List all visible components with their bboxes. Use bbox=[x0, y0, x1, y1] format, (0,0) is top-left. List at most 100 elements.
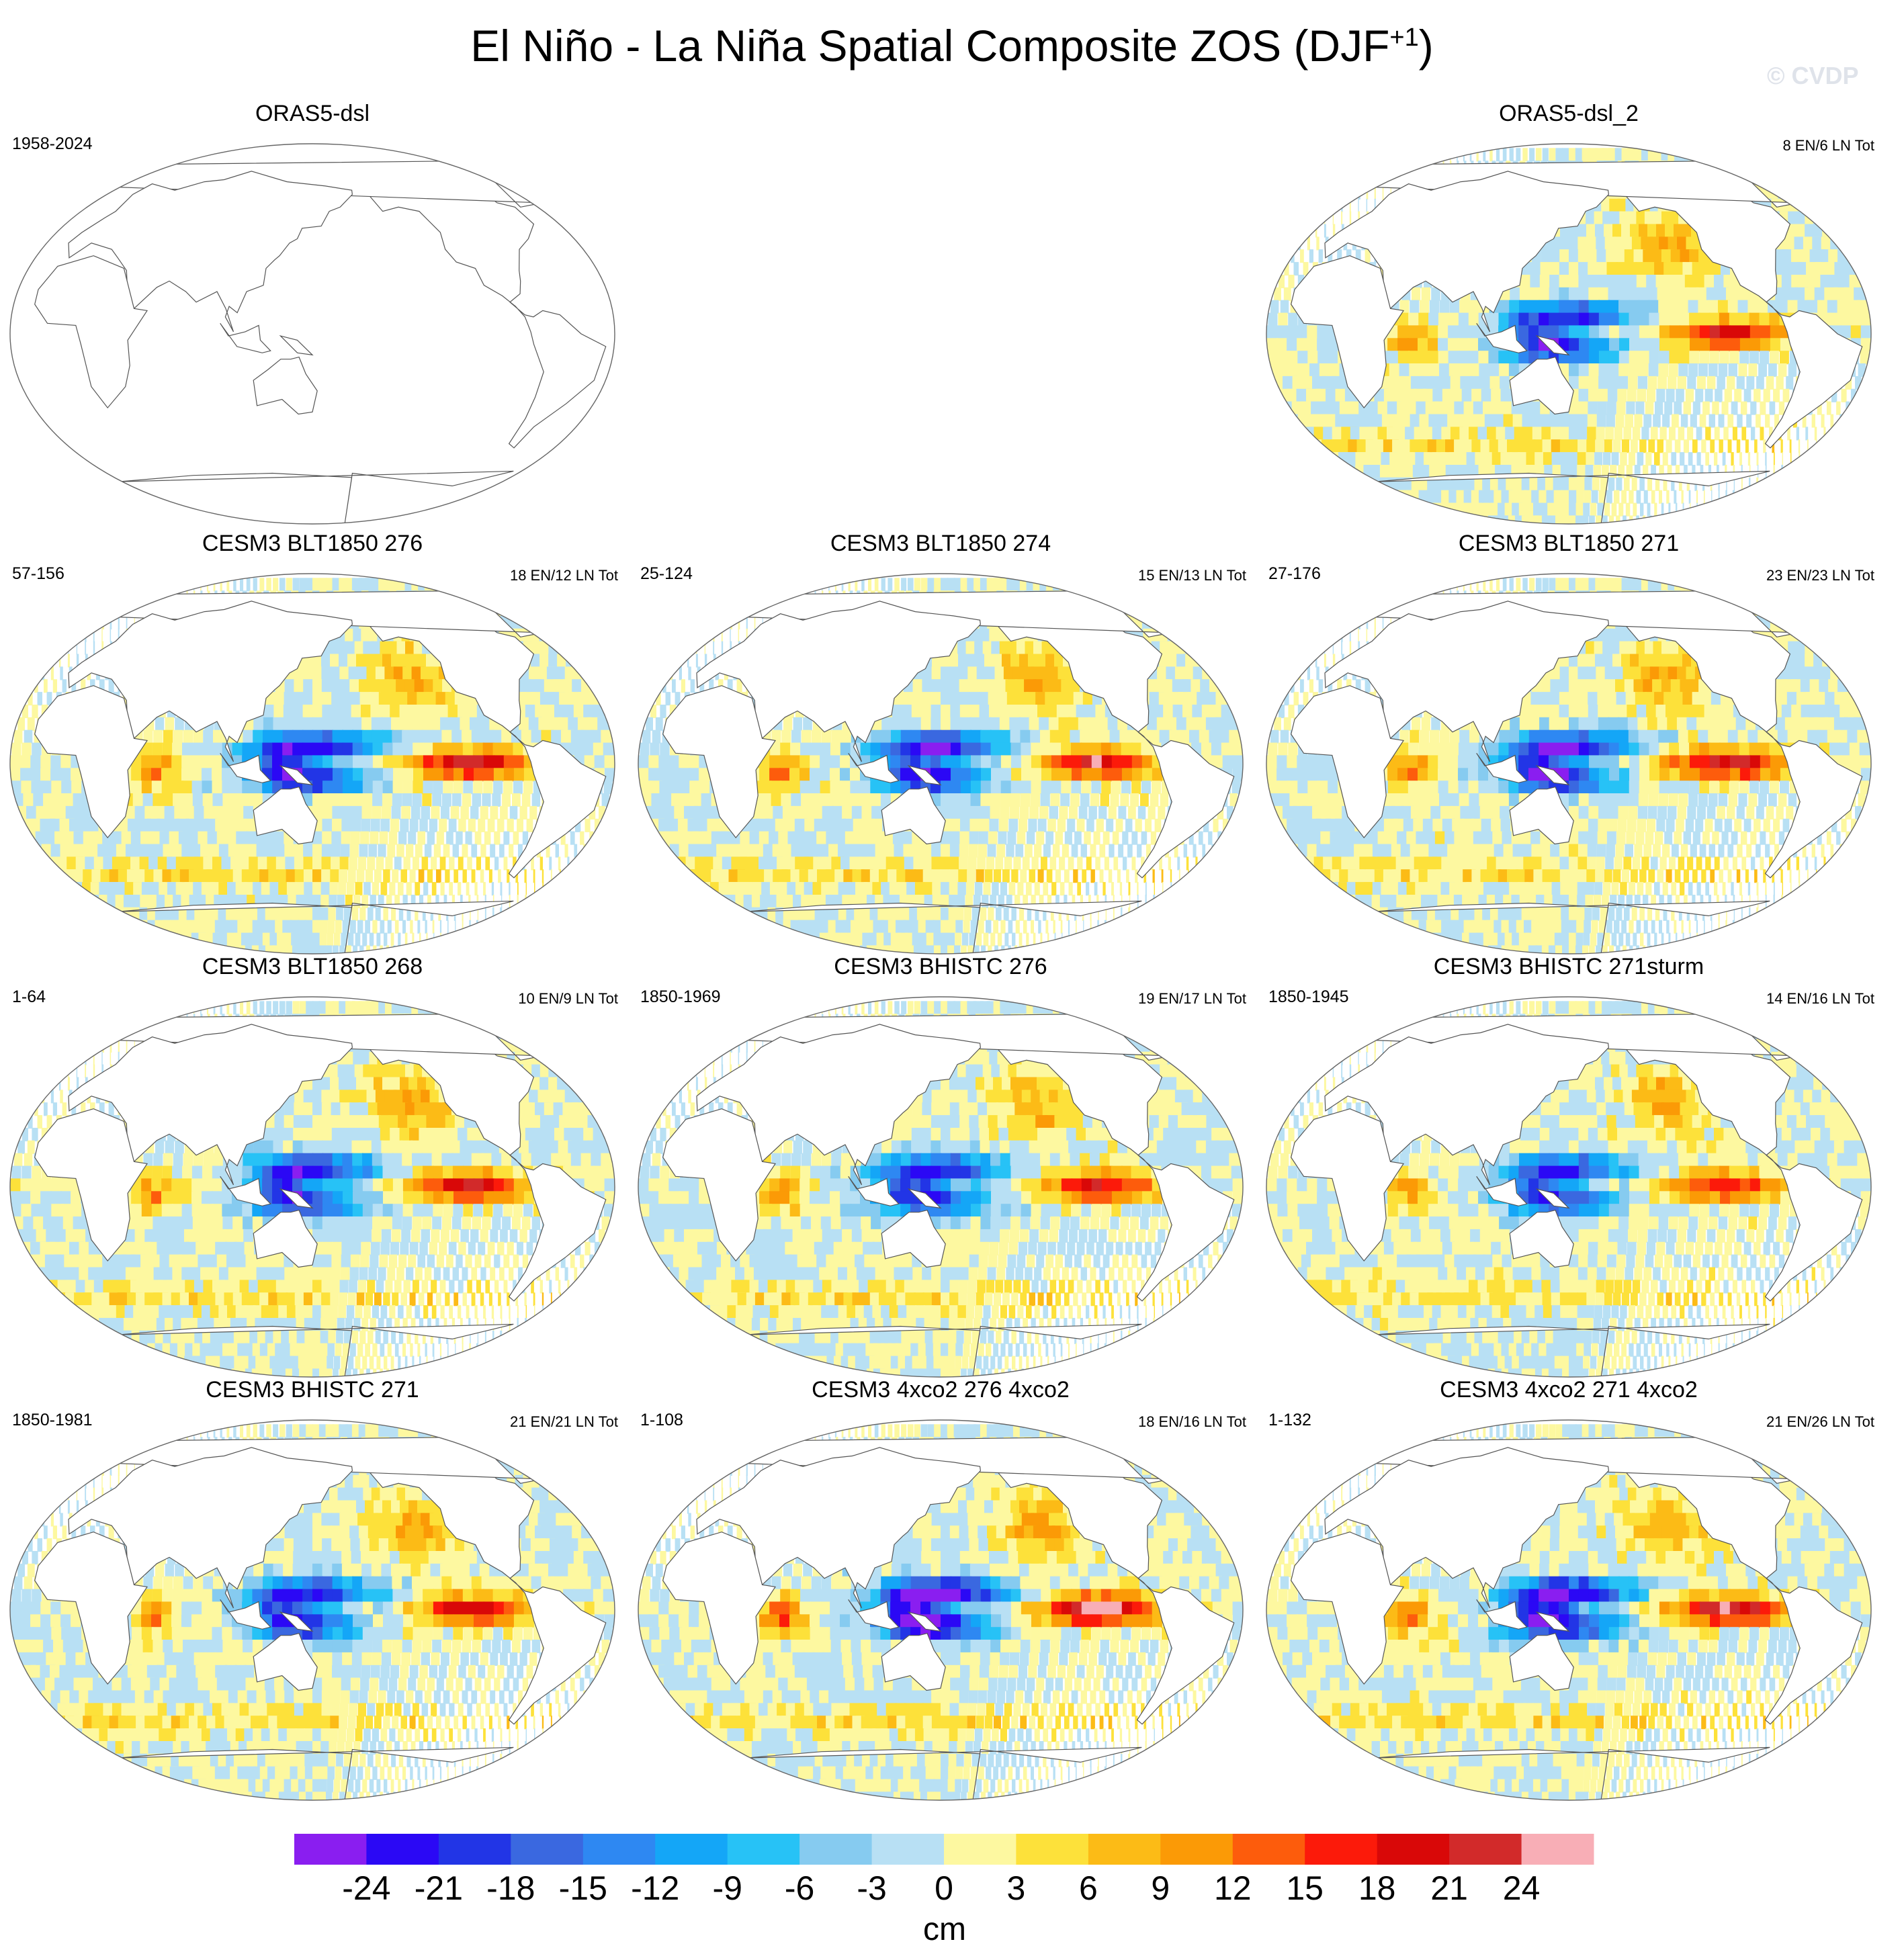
grid-cell bbox=[814, 818, 827, 832]
grid-cell bbox=[1606, 401, 1616, 415]
grid-cell bbox=[1628, 300, 1640, 314]
grid-cell bbox=[1578, 375, 1590, 390]
globe-map bbox=[9, 143, 615, 525]
grid-cell bbox=[1340, 477, 1360, 491]
grid-cell bbox=[456, 831, 463, 845]
grid-cell bbox=[1474, 515, 1487, 524]
grid-cell bbox=[1841, 388, 1847, 402]
grid-cell bbox=[1553, 477, 1563, 491]
grid-cell bbox=[1550, 427, 1561, 441]
grid-cell bbox=[71, 768, 83, 782]
grid-cell bbox=[513, 856, 517, 871]
grid-cell bbox=[941, 793, 951, 807]
grid-cell bbox=[834, 578, 837, 592]
grid-cell bbox=[1390, 502, 1408, 517]
grid-cell bbox=[427, 831, 435, 845]
grid-cell bbox=[1449, 300, 1460, 314]
grid-cell bbox=[347, 654, 359, 668]
grid-cell bbox=[1408, 312, 1419, 326]
grid-cell bbox=[810, 755, 821, 769]
grid-cell bbox=[1219, 729, 1232, 744]
grid-cell bbox=[1596, 515, 1602, 524]
grid-cell bbox=[362, 729, 374, 744]
grid-cell bbox=[322, 705, 333, 719]
grid-cell bbox=[1615, 414, 1625, 428]
grid-cell bbox=[331, 844, 341, 858]
grid-cell bbox=[1629, 325, 1641, 339]
grid-cell bbox=[282, 920, 292, 934]
land-antarctica bbox=[118, 900, 514, 954]
grid-cell bbox=[1733, 465, 1735, 479]
grid-cell bbox=[1694, 275, 1707, 289]
grid-cell bbox=[453, 869, 459, 883]
grid-cell bbox=[1010, 742, 1023, 756]
grid-cell bbox=[1459, 300, 1469, 314]
grid-cell bbox=[355, 882, 363, 896]
grid-cell bbox=[1300, 249, 1304, 263]
grid-cell bbox=[373, 768, 384, 782]
grid-cell bbox=[968, 679, 980, 693]
grid-cell bbox=[446, 831, 453, 845]
grid-cell bbox=[384, 932, 388, 946]
grid-cell bbox=[298, 932, 307, 946]
grid-cell bbox=[151, 768, 163, 782]
grid-cell bbox=[278, 882, 289, 896]
grid-cell bbox=[996, 844, 1005, 858]
grid-cell bbox=[312, 856, 322, 871]
grid-cell bbox=[976, 666, 988, 680]
grid-cell bbox=[690, 679, 695, 693]
grid-cell bbox=[870, 781, 882, 795]
grid-cell bbox=[539, 856, 543, 871]
grid-cell bbox=[1776, 375, 1784, 390]
grid-cell bbox=[1072, 768, 1082, 782]
grid-cell bbox=[1430, 375, 1443, 390]
grid-cell bbox=[1752, 515, 1758, 524]
grid-cell bbox=[1418, 312, 1429, 326]
grid-cell bbox=[372, 793, 382, 807]
grid-cell bbox=[675, 692, 681, 706]
grid-cell bbox=[335, 920, 342, 934]
grid-cell bbox=[1414, 515, 1430, 524]
grid-cell bbox=[865, 844, 878, 858]
grid-cell bbox=[1307, 236, 1310, 251]
grid-cell bbox=[650, 705, 656, 719]
grid-cell bbox=[1540, 502, 1550, 517]
grid-cell bbox=[345, 628, 355, 642]
grid-cell bbox=[835, 831, 849, 845]
grid-cell bbox=[1590, 502, 1597, 517]
grid-cell bbox=[1702, 401, 1710, 415]
grid-cell bbox=[1569, 502, 1577, 517]
grid-cell bbox=[1412, 502, 1428, 517]
grid-cell bbox=[1598, 363, 1609, 378]
grid-cell bbox=[1629, 490, 1634, 504]
land-eurasia bbox=[1324, 171, 1610, 332]
grid-cell bbox=[1692, 439, 1698, 453]
grid-cell bbox=[1591, 490, 1598, 504]
grid-cell bbox=[1508, 312, 1520, 326]
grid-cell bbox=[1496, 427, 1508, 441]
grid-cell bbox=[417, 920, 421, 934]
grid-cell bbox=[903, 844, 914, 858]
grid-cell bbox=[1476, 148, 1479, 162]
grid-cell bbox=[1460, 375, 1473, 390]
grid-cell bbox=[264, 705, 274, 719]
grid-cell bbox=[1588, 300, 1600, 314]
grid-cell bbox=[1448, 325, 1459, 339]
grid-cell bbox=[1760, 148, 1780, 162]
grid-cell bbox=[292, 717, 304, 731]
grid-cell bbox=[355, 932, 361, 946]
grid-cell bbox=[1080, 844, 1087, 858]
grid-cell bbox=[1569, 375, 1580, 390]
grid-cell bbox=[1397, 338, 1409, 352]
land-newguinea bbox=[279, 764, 314, 786]
grid-cell bbox=[1796, 427, 1799, 441]
grid-cell bbox=[1297, 338, 1309, 352]
grid-cell bbox=[1025, 844, 1033, 858]
grid-cell bbox=[222, 768, 233, 782]
grid-cell bbox=[1115, 590, 1133, 605]
grid-cell bbox=[351, 717, 363, 731]
grid-cell bbox=[1612, 224, 1624, 238]
grid-cell bbox=[1071, 844, 1078, 858]
grid-cell bbox=[359, 679, 370, 693]
grid-cell bbox=[1303, 262, 1309, 276]
